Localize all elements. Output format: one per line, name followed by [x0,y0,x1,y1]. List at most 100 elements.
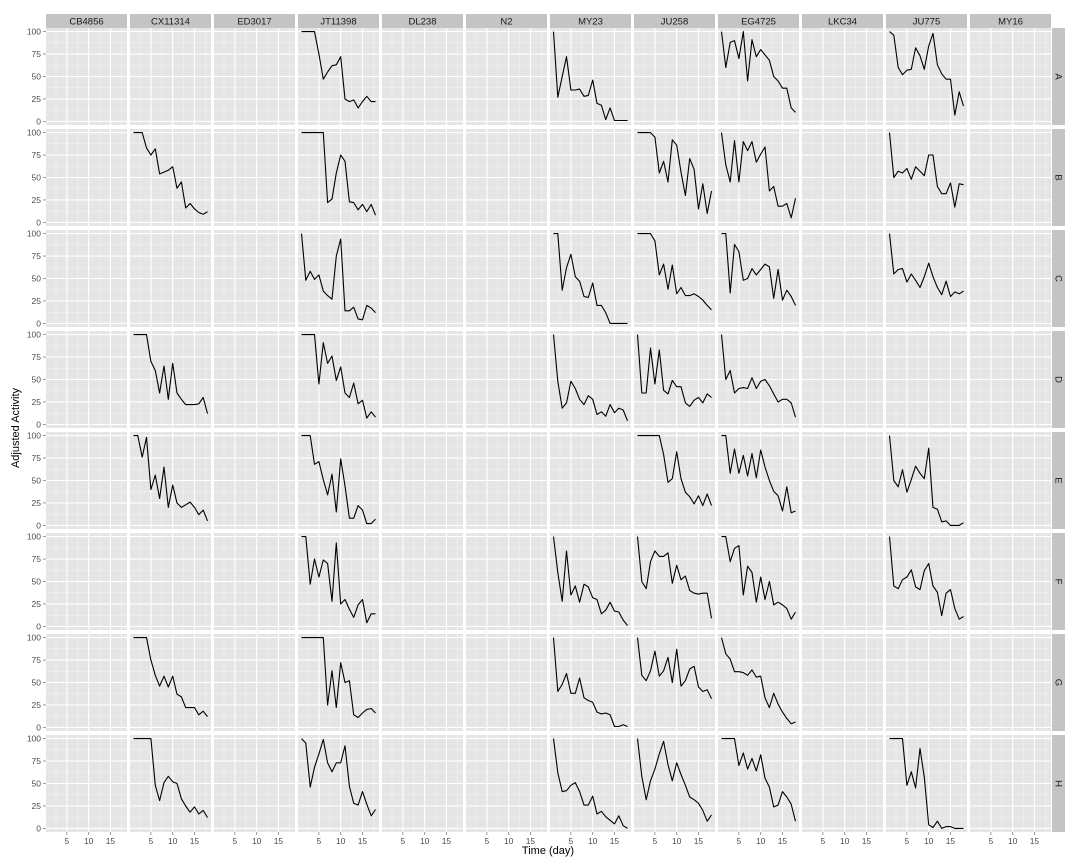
strip-background [214,14,295,28]
panel-F-CB4856 [46,533,127,630]
series-line-G-JT11398 [301,637,376,719]
column-strip-JT11398: JT11398 [298,14,379,28]
x-tick-label: 15 [694,836,704,846]
panel-F-EG4725 [718,533,799,630]
panel-H-JU775 [886,735,967,832]
x-tick-label: 10 [588,836,598,846]
x-tick-label: 10 [672,836,682,846]
y-tick-label: 0 [36,318,41,328]
strip-background [1052,432,1065,529]
y-tick-label: 25 [32,498,42,508]
row-strip-B: B [1052,129,1065,226]
panels-layer [46,28,1051,832]
y-tick-label: 0 [36,520,41,530]
x-tick-label: 10 [840,836,850,846]
x-tick-label: 10 [252,836,262,846]
y-tick-label: 25 [32,397,42,407]
column-strip-label: JT11398 [320,17,356,28]
panel-H-LKC34 [802,735,883,832]
panel-E-LKC34 [802,432,883,529]
strip-background [1052,533,1065,630]
panel-C-EG4725 [718,230,799,327]
strip-background [1052,129,1065,226]
x-tick-label: 5 [233,836,238,846]
panel-E-MY23 [550,432,631,529]
strip-background [130,14,211,28]
panel-F-MY23 [550,533,631,630]
series-line-D-JU258 [636,334,712,407]
panel-G-CX11314 [130,634,211,731]
strip-background [802,14,883,28]
series-line-B-JT11398 [301,132,377,216]
y-axis-title: Adjusted Activity [10,387,22,468]
panel-F-DL238 [382,533,463,630]
panel-G-JU258 [634,634,715,731]
panel-D-JU775 [886,331,967,428]
panel-F-N2 [466,533,547,630]
panel-A-EG4725 [718,28,799,125]
panel-H-N2 [466,735,547,832]
series-line-A-MY23 [552,31,628,122]
column-strip-label: CB4856 [69,17,103,28]
x-tick-label: 15 [1030,836,1040,846]
x-tick-label: 10 [1008,836,1018,846]
panel-D-DL238 [382,331,463,428]
column-strip-label: DL238 [409,17,437,28]
y-tick-label: 50 [32,779,42,789]
y-tick-label: 50 [32,678,42,688]
strip-background [1052,331,1065,428]
column-strip-label: JU775 [913,17,940,28]
panel-D-JU258 [634,331,715,428]
panel-G-N2 [466,634,547,731]
strip-background [970,14,1051,28]
series-line-H-JU775 [889,738,964,829]
panel-H-MY16 [970,735,1051,832]
y-tick-label: 25 [32,195,42,205]
panel-A-JT11398 [298,28,379,125]
panel-B-JU258 [634,129,715,226]
column-strip-label: LKC34 [828,17,857,28]
series-line-H-EG4725 [721,738,797,822]
panel-E-N2 [466,432,547,529]
panel-H-EG4725 [718,735,799,832]
panel-C-MY16 [970,230,1051,327]
series-line-C-JU775 [888,233,964,298]
y-tick-label: 100 [27,431,41,441]
y-tick-label: 50 [32,274,42,284]
y-tick-label: 50 [32,173,42,183]
panel-F-ED3017 [214,533,295,630]
column-strip-ED3017: ED3017 [214,14,295,28]
x-tick-label: 15 [358,836,368,846]
strip-background [46,14,127,28]
y-tick-label: 75 [32,251,42,261]
x-tick-label: 5 [653,836,658,846]
strip-background [382,14,463,28]
x-tick-label: 5 [401,836,406,846]
series-line-B-JU775 [888,132,964,208]
series-line-D-EG4725 [720,334,797,418]
y-tick-label: 0 [36,823,41,833]
series-line-H-JU258 [636,738,712,822]
row-strip-F: F [1052,533,1065,630]
panel-C-JU775 [886,230,967,327]
panel-C-CB4856 [46,230,127,327]
series-line-F-JU775 [888,536,964,620]
panel-C-DL238 [382,230,463,327]
panel-A-CB4856 [46,28,127,125]
panel-C-JU258 [634,230,715,327]
y-tick-label: 100 [27,229,41,239]
x-tick-label: 15 [442,836,452,846]
series-line-F-JU258 [636,536,713,619]
x-tick-label: 10 [84,836,94,846]
series-line-C-JT11398 [300,233,376,321]
y-tick-label: 100 [27,633,41,643]
panel-D-EG4725 [718,331,799,428]
column-strip-JU775: JU775 [886,14,967,28]
y-tick-label: 50 [32,577,42,587]
y-tick-label: 75 [32,554,42,564]
column-strip-DL238: DL238 [382,14,463,28]
series-line-B-JU258 [637,132,713,214]
series-line-D-MY23 [552,334,629,422]
series-line-C-JU258 [637,233,712,311]
column-strip-label: MY23 [578,17,603,28]
